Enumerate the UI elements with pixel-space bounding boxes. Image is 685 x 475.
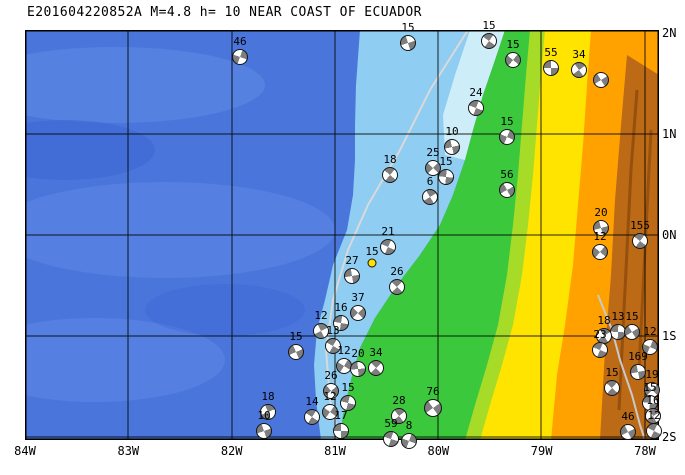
map-plot: [25, 30, 659, 440]
x-axis-label: 83W: [117, 444, 140, 458]
x-axis-label: 79W: [530, 444, 553, 458]
boundary-line: [597, 294, 646, 440]
x-axis-label: 82W: [220, 444, 243, 458]
y-axis-label: 2N: [662, 26, 677, 40]
mountain-ridge-line: [617, 89, 639, 411]
map-area: [25, 30, 659, 440]
y-axis-label: 2S: [662, 430, 677, 444]
x-axis-label: 84W: [14, 444, 36, 458]
x-axis-label: 80W: [427, 444, 450, 458]
figure-title: E201604220852A M=4.8 h= 10 NEAR COAST OF…: [27, 5, 422, 20]
map-border: [25, 30, 659, 440]
x-axis-label: 78W: [634, 444, 656, 458]
y-axis-label: 0N: [662, 228, 677, 242]
y-axis-label: 1S: [662, 329, 677, 343]
x-axis-label: 81W: [324, 444, 346, 458]
y-axis-label: 1N: [662, 127, 677, 141]
